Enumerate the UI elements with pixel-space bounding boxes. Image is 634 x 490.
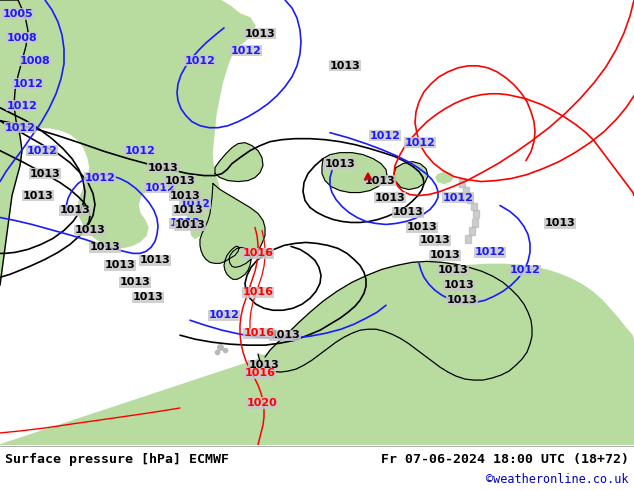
Text: 1012: 1012 bbox=[84, 172, 115, 183]
Text: 1013: 1013 bbox=[325, 159, 356, 169]
Polygon shape bbox=[472, 220, 478, 227]
Text: 1016: 1016 bbox=[242, 248, 273, 258]
Text: 1013: 1013 bbox=[245, 29, 275, 39]
Text: 1012: 1012 bbox=[231, 46, 261, 56]
Text: 1012: 1012 bbox=[179, 198, 210, 209]
Text: 1013: 1013 bbox=[444, 280, 474, 290]
Text: 1012: 1012 bbox=[404, 138, 436, 147]
Text: 1013: 1013 bbox=[330, 61, 360, 71]
Polygon shape bbox=[0, 0, 28, 285]
Text: 1013: 1013 bbox=[545, 219, 576, 228]
Text: 1005: 1005 bbox=[3, 9, 34, 19]
Polygon shape bbox=[469, 227, 475, 235]
Text: 1012: 1012 bbox=[145, 183, 176, 193]
Text: 1013: 1013 bbox=[172, 205, 204, 216]
Text: 1012: 1012 bbox=[184, 56, 216, 66]
Text: 1016: 1016 bbox=[245, 368, 276, 378]
Text: 1016: 1016 bbox=[242, 287, 273, 297]
Text: Surface pressure [hPa] ECMWF: Surface pressure [hPa] ECMWF bbox=[5, 453, 229, 466]
Text: 1020: 1020 bbox=[247, 398, 278, 408]
Polygon shape bbox=[436, 172, 453, 184]
Text: 1008: 1008 bbox=[20, 56, 50, 66]
Polygon shape bbox=[473, 211, 479, 219]
Text: 1013: 1013 bbox=[365, 175, 396, 186]
Polygon shape bbox=[465, 235, 471, 244]
Text: 1013: 1013 bbox=[165, 175, 195, 186]
Polygon shape bbox=[200, 184, 265, 279]
Text: 1012: 1012 bbox=[13, 79, 44, 89]
Text: 1012: 1012 bbox=[443, 193, 474, 202]
Text: 1013: 1013 bbox=[420, 235, 450, 245]
Text: 1012: 1012 bbox=[475, 247, 505, 257]
Text: 1013: 1013 bbox=[30, 169, 60, 178]
Text: 1013: 1013 bbox=[406, 222, 437, 232]
Text: 1013: 1013 bbox=[375, 193, 405, 202]
Polygon shape bbox=[322, 152, 387, 193]
Text: 1012: 1012 bbox=[6, 101, 37, 111]
Text: 1013: 1013 bbox=[148, 163, 178, 172]
Text: 1013: 1013 bbox=[437, 266, 469, 275]
Text: 1013: 1013 bbox=[392, 207, 424, 218]
Text: 1013: 1013 bbox=[133, 292, 164, 302]
Text: 1012: 1012 bbox=[4, 122, 36, 133]
Polygon shape bbox=[0, 261, 634, 445]
Polygon shape bbox=[265, 265, 634, 445]
Text: 1012: 1012 bbox=[370, 131, 401, 141]
Text: 1013: 1013 bbox=[170, 191, 200, 200]
Polygon shape bbox=[471, 202, 477, 211]
Text: 1012: 1012 bbox=[209, 310, 240, 320]
Polygon shape bbox=[467, 195, 473, 202]
Text: Fr 07-06-2024 18:00 UTC (18+72): Fr 07-06-2024 18:00 UTC (18+72) bbox=[381, 453, 629, 466]
Text: 1012: 1012 bbox=[169, 219, 200, 228]
Polygon shape bbox=[215, 143, 263, 182]
Polygon shape bbox=[365, 173, 371, 179]
Text: 1013: 1013 bbox=[446, 295, 477, 305]
Text: 1008: 1008 bbox=[6, 33, 37, 43]
Text: 1013: 1013 bbox=[89, 243, 120, 252]
Text: 1013: 1013 bbox=[430, 250, 460, 260]
Text: ©weatheronline.co.uk: ©weatheronline.co.uk bbox=[486, 473, 629, 487]
Text: 1016: 1016 bbox=[243, 328, 275, 338]
Polygon shape bbox=[0, 0, 255, 247]
Text: 1012: 1012 bbox=[27, 146, 58, 156]
Text: 1013: 1013 bbox=[23, 191, 53, 200]
Polygon shape bbox=[459, 178, 465, 187]
Text: 1012: 1012 bbox=[510, 266, 540, 275]
Text: 1012: 1012 bbox=[124, 146, 155, 156]
Polygon shape bbox=[463, 187, 469, 195]
Text: 1013: 1013 bbox=[174, 220, 205, 230]
Text: 1013: 1013 bbox=[249, 360, 280, 370]
Text: 1013: 1013 bbox=[60, 205, 91, 216]
Text: 1013: 1013 bbox=[120, 277, 150, 287]
Polygon shape bbox=[394, 162, 428, 190]
Text: 1013: 1013 bbox=[105, 260, 136, 270]
Text: 1013: 1013 bbox=[75, 225, 105, 235]
Text: 1013: 1013 bbox=[139, 255, 171, 266]
Text: 1013: 1013 bbox=[269, 330, 301, 340]
